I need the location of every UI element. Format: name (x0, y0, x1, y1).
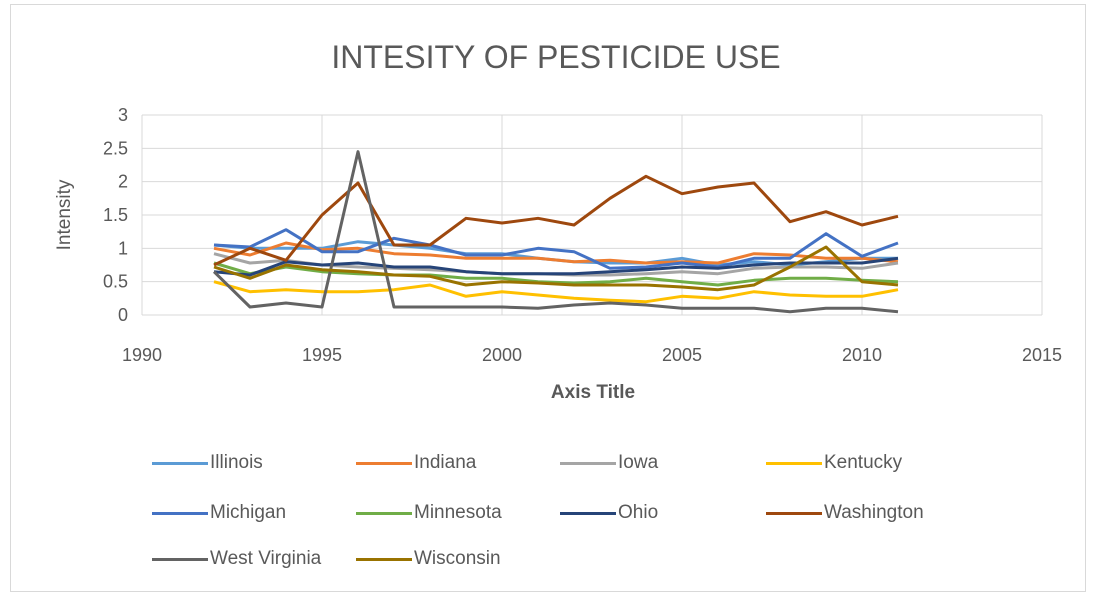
x-tick-label: 1995 (302, 345, 342, 365)
series-line-michigan (213, 228, 899, 270)
axis-ticks: 0 0.5 1 1.5 2 2.5 3 1990 1995 2000 2005 2010 2015 (103, 105, 1062, 365)
series-line-indiana (213, 241, 899, 265)
series-line-west-virginia (212, 150, 899, 314)
y-tick-label: 1.5 (103, 205, 128, 225)
chart-title: INTESITY OF PESTICIDE USE (331, 39, 780, 75)
x-tick-label: 2010 (842, 345, 882, 365)
y-tick-label: 2 (118, 172, 128, 192)
series-line-washington (213, 174, 899, 267)
series-line-wisconsin (213, 245, 899, 292)
y-tick-label: 0 (118, 305, 128, 325)
x-axis-title: Axis Title (551, 382, 635, 403)
x-tick-label: 2005 (662, 345, 702, 365)
series-lines (212, 150, 899, 314)
series-line-minnesota (213, 261, 899, 287)
x-tick-label: 1990 (122, 345, 162, 365)
y-tick-label: 1 (118, 238, 128, 258)
x-tick-label: 2000 (482, 345, 522, 365)
gridlines (141, 114, 1043, 316)
x-tick-label: 2015 (1022, 345, 1062, 365)
y-tick-label: 3 (118, 105, 128, 125)
y-axis-title: Intensity (54, 179, 75, 250)
y-tick-label: 2.5 (103, 138, 128, 158)
chart-frame (10, 4, 1086, 592)
series-line-ohio (213, 256, 899, 277)
y-tick-label: 0.5 (103, 272, 128, 292)
series-line-kentucky (213, 280, 899, 304)
